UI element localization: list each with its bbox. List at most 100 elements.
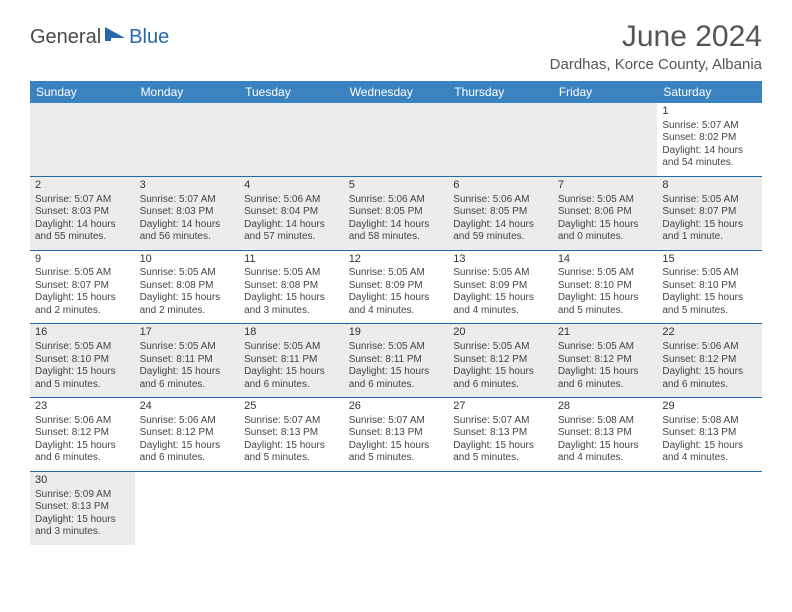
- day-cell: 26Sunrise: 5:07 AMSunset: 8:13 PMDayligh…: [344, 398, 449, 472]
- day-cell: 16Sunrise: 5:05 AMSunset: 8:10 PMDayligh…: [30, 324, 135, 398]
- sunset-text: Sunset: 8:13 PM: [453, 427, 548, 440]
- day-number: 21: [558, 326, 653, 340]
- sunset-text: Sunset: 8:12 PM: [140, 427, 235, 440]
- calendar-week: 23Sunrise: 5:06 AMSunset: 8:12 PMDayligh…: [30, 398, 762, 472]
- sunset-text: Sunset: 8:03 PM: [140, 206, 235, 219]
- empty-cell: [135, 471, 240, 544]
- day-cell: 29Sunrise: 5:08 AMSunset: 8:13 PMDayligh…: [657, 398, 762, 472]
- sunrise-text: Sunrise: 5:07 AM: [140, 194, 235, 207]
- empty-cell: [448, 471, 553, 544]
- sunset-text: Sunset: 8:13 PM: [35, 501, 130, 514]
- day-cell: 3Sunrise: 5:07 AMSunset: 8:03 PMDaylight…: [135, 176, 240, 250]
- day-number: 16: [35, 326, 130, 340]
- page-title: June 2024: [550, 20, 762, 54]
- sunrise-text: Sunrise: 5:07 AM: [35, 194, 130, 207]
- day-number: 18: [244, 326, 339, 340]
- day-header: Wednesday: [344, 81, 449, 103]
- sunset-text: Sunset: 8:06 PM: [558, 206, 653, 219]
- day-number: 4: [244, 179, 339, 193]
- sunset-text: Sunset: 8:08 PM: [244, 280, 339, 293]
- empty-cell: [30, 103, 135, 176]
- daylight-text: Daylight: 15 hours and 4 minutes.: [662, 440, 757, 465]
- sunrise-text: Sunrise: 5:05 AM: [349, 267, 444, 280]
- daylight-text: Daylight: 15 hours and 2 minutes.: [140, 292, 235, 317]
- daylight-text: Daylight: 15 hours and 5 minutes.: [35, 366, 130, 391]
- daylight-text: Daylight: 15 hours and 2 minutes.: [35, 292, 130, 317]
- day-cell: 22Sunrise: 5:06 AMSunset: 8:12 PMDayligh…: [657, 324, 762, 398]
- sunrise-text: Sunrise: 5:05 AM: [244, 267, 339, 280]
- sunset-text: Sunset: 8:12 PM: [453, 354, 548, 367]
- sunset-text: Sunset: 8:07 PM: [35, 280, 130, 293]
- day-cell: 15Sunrise: 5:05 AMSunset: 8:10 PMDayligh…: [657, 250, 762, 324]
- daylight-text: Daylight: 14 hours and 56 minutes.: [140, 219, 235, 244]
- day-cell: 30Sunrise: 5:09 AMSunset: 8:13 PMDayligh…: [30, 471, 135, 544]
- day-header: Tuesday: [239, 81, 344, 103]
- day-info: Sunrise: 5:07 AMSunset: 8:03 PMDaylight:…: [35, 194, 130, 244]
- sunset-text: Sunset: 8:03 PM: [35, 206, 130, 219]
- daylight-text: Daylight: 15 hours and 6 minutes.: [349, 366, 444, 391]
- daylight-text: Daylight: 15 hours and 5 minutes.: [453, 440, 548, 465]
- sunrise-text: Sunrise: 5:05 AM: [35, 341, 130, 354]
- sunrise-text: Sunrise: 5:05 AM: [453, 341, 548, 354]
- day-number: 1: [662, 105, 757, 119]
- day-info: Sunrise: 5:07 AMSunset: 8:13 PMDaylight:…: [349, 415, 444, 465]
- sunrise-text: Sunrise: 5:06 AM: [140, 415, 235, 428]
- sunrise-text: Sunrise: 5:05 AM: [140, 267, 235, 280]
- day-cell: 19Sunrise: 5:05 AMSunset: 8:11 PMDayligh…: [344, 324, 449, 398]
- sunset-text: Sunset: 8:04 PM: [244, 206, 339, 219]
- daylight-text: Daylight: 15 hours and 0 minutes.: [558, 219, 653, 244]
- daylight-text: Daylight: 15 hours and 4 minutes.: [558, 440, 653, 465]
- day-header: Thursday: [448, 81, 553, 103]
- day-number: 27: [453, 400, 548, 414]
- day-info: Sunrise: 5:07 AMSunset: 8:13 PMDaylight:…: [244, 415, 339, 465]
- title-block: June 2024 Dardhas, Korce County, Albania: [550, 20, 762, 73]
- day-cell: 27Sunrise: 5:07 AMSunset: 8:13 PMDayligh…: [448, 398, 553, 472]
- logo-text-general: General: [30, 26, 101, 49]
- day-info: Sunrise: 5:05 AMSunset: 8:11 PMDaylight:…: [349, 341, 444, 391]
- day-number: 8: [662, 179, 757, 193]
- daylight-text: Daylight: 15 hours and 6 minutes.: [244, 366, 339, 391]
- day-info: Sunrise: 5:08 AMSunset: 8:13 PMDaylight:…: [558, 415, 653, 465]
- day-info: Sunrise: 5:05 AMSunset: 8:11 PMDaylight:…: [140, 341, 235, 391]
- day-number: 3: [140, 179, 235, 193]
- sunset-text: Sunset: 8:11 PM: [244, 354, 339, 367]
- day-number: 5: [349, 179, 444, 193]
- day-info: Sunrise: 5:05 AMSunset: 8:08 PMDaylight:…: [140, 267, 235, 317]
- day-number: 7: [558, 179, 653, 193]
- sunrise-text: Sunrise: 5:05 AM: [453, 267, 548, 280]
- day-header-row: SundayMondayTuesdayWednesdayThursdayFrid…: [30, 81, 762, 103]
- day-info: Sunrise: 5:06 AMSunset: 8:05 PMDaylight:…: [453, 194, 548, 244]
- sunset-text: Sunset: 8:13 PM: [558, 427, 653, 440]
- day-cell: 24Sunrise: 5:06 AMSunset: 8:12 PMDayligh…: [135, 398, 240, 472]
- daylight-text: Daylight: 15 hours and 4 minutes.: [453, 292, 548, 317]
- day-info: Sunrise: 5:06 AMSunset: 8:12 PMDaylight:…: [662, 341, 757, 391]
- day-header: Monday: [135, 81, 240, 103]
- empty-cell: [657, 471, 762, 544]
- sunrise-text: Sunrise: 5:09 AM: [35, 489, 130, 502]
- sunrise-text: Sunrise: 5:07 AM: [244, 415, 339, 428]
- logo: General Blue: [30, 26, 169, 49]
- day-cell: 13Sunrise: 5:05 AMSunset: 8:09 PMDayligh…: [448, 250, 553, 324]
- day-number: 11: [244, 253, 339, 267]
- daylight-text: Daylight: 15 hours and 6 minutes.: [453, 366, 548, 391]
- daylight-text: Daylight: 15 hours and 4 minutes.: [349, 292, 444, 317]
- day-info: Sunrise: 5:05 AMSunset: 8:10 PMDaylight:…: [662, 267, 757, 317]
- calendar-body: 1Sunrise: 5:07 AMSunset: 8:02 PMDaylight…: [30, 103, 762, 545]
- sunrise-text: Sunrise: 5:05 AM: [558, 267, 653, 280]
- day-info: Sunrise: 5:06 AMSunset: 8:12 PMDaylight:…: [140, 415, 235, 465]
- sunset-text: Sunset: 8:12 PM: [35, 427, 130, 440]
- day-cell: 18Sunrise: 5:05 AMSunset: 8:11 PMDayligh…: [239, 324, 344, 398]
- sunrise-text: Sunrise: 5:05 AM: [244, 341, 339, 354]
- empty-cell: [239, 103, 344, 176]
- daylight-text: Daylight: 15 hours and 5 minutes.: [244, 440, 339, 465]
- daylight-text: Daylight: 15 hours and 3 minutes.: [35, 514, 130, 539]
- day-cell: 23Sunrise: 5:06 AMSunset: 8:12 PMDayligh…: [30, 398, 135, 472]
- day-number: 15: [662, 253, 757, 267]
- day-info: Sunrise: 5:08 AMSunset: 8:13 PMDaylight:…: [662, 415, 757, 465]
- sunrise-text: Sunrise: 5:07 AM: [453, 415, 548, 428]
- sunrise-text: Sunrise: 5:05 AM: [140, 341, 235, 354]
- daylight-text: Daylight: 14 hours and 58 minutes.: [349, 219, 444, 244]
- day-cell: 11Sunrise: 5:05 AMSunset: 8:08 PMDayligh…: [239, 250, 344, 324]
- day-number: 6: [453, 179, 548, 193]
- sunrise-text: Sunrise: 5:07 AM: [662, 120, 757, 133]
